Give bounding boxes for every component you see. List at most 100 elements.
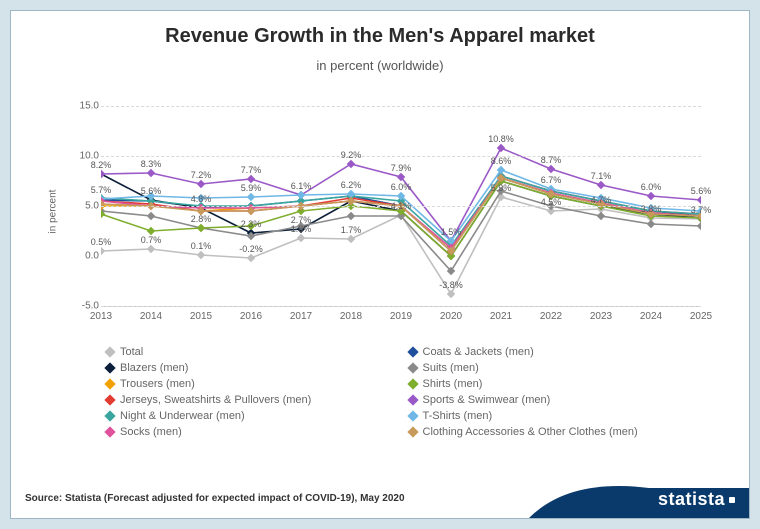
footer-ribbon: statista [529,478,749,518]
legend-marker-icon [104,394,115,405]
x-tick-label: 2013 [90,311,112,322]
legend-marker-icon [104,426,115,437]
data-label: -3.8% [439,280,463,290]
legend-item: Sports & Swimwear (men) [409,394,707,406]
legend-item: T-Shirts (men) [409,410,707,422]
data-label: 8.7% [541,155,562,165]
series-marker [647,192,655,200]
chart-panel: Revenue Growth in the Men's Apparel mark… [10,10,750,519]
data-label: 6.0% [641,182,662,192]
legend-marker-icon [104,378,115,389]
legend-item: Coats & Jackets (men) [409,346,707,358]
legend-label: Blazers (men) [120,362,188,374]
x-tick-label: 2021 [490,311,512,322]
data-label: 0.7% [141,235,162,245]
legend-marker-icon [407,410,418,421]
legend-marker-icon [407,394,418,405]
data-label: 5.9% [491,183,512,193]
series-marker [597,181,605,189]
data-label: -0.2% [239,244,263,254]
y-tick-label: 10.0 [69,151,99,162]
series-marker [347,160,355,168]
legend-label: Suits (men) [423,362,479,374]
source-text: Source: Statista (Forecast adjusted for … [25,493,405,504]
y-tick-label: 5.0 [69,201,99,212]
data-label: 9.2% [341,150,362,160]
data-label: 8.2% [91,160,112,170]
y-axis-label: in percent [47,190,58,234]
legend-label: Coats & Jackets (men) [423,346,534,358]
data-label: 7.9% [391,163,412,173]
series-marker [147,169,155,177]
legend-label: Trousers (men) [120,378,195,390]
brand-dot-icon [729,497,735,503]
x-tick-label: 2022 [540,311,562,322]
data-label: 5.7% [91,185,112,195]
y-tick-label: -5.0 [69,301,99,312]
series-marker [297,234,305,242]
data-label: 2.3% [241,219,262,229]
y-tick-label: 15.0 [69,101,99,112]
series-marker [147,227,155,235]
x-tick-label: 2020 [440,311,462,322]
data-label: 1.5% [441,227,462,237]
series-marker [697,196,701,204]
data-label: 1.7% [341,225,362,235]
series-marker [197,251,205,259]
series-marker [101,170,105,178]
series-marker [347,212,355,220]
series-marker [197,224,205,232]
legend: Total Coats & Jackets (men) Blazers (men) S… [106,346,706,438]
data-label: 6.0% [391,182,412,192]
data-label: 5.9% [241,183,262,193]
legend-item: Socks (men) [106,426,404,438]
series-marker [547,165,555,173]
data-label: 5.6% [691,186,712,196]
data-label: 7.2% [191,170,212,180]
data-label: 0.1% [191,241,212,251]
legend-item: Suits (men) [409,362,707,374]
series-marker [247,254,255,262]
outer-frame: Revenue Growth in the Men's Apparel mark… [0,0,760,529]
legend-item: Shirts (men) [409,378,707,390]
series-marker [297,191,305,199]
data-label: 3.8% [641,204,662,214]
chart-subtitle: in percent (worldwide) [11,58,749,73]
chart-area: in percent 8.2%5.7%0.5%8.3%5.6%0.7%7.2%4… [71,106,711,326]
series-marker [497,144,505,152]
x-tick-label: 2024 [640,311,662,322]
x-tick-label: 2023 [590,311,612,322]
plot-region: 8.2%5.7%0.5%8.3%5.6%0.7%7.2%4.8%2.8%0.1%… [101,106,701,307]
gridline [101,156,701,157]
legend-marker-icon [104,362,115,373]
x-tick-label: 2016 [240,311,262,322]
series-marker [447,290,455,298]
legend-marker-icon [104,346,115,357]
legend-label: Jerseys, Sweatshirts & Pullovers (men) [120,394,311,406]
legend-marker-icon [407,378,418,389]
series-marker [347,235,355,243]
x-tick-label: 2017 [290,311,312,322]
data-label: 4.8% [191,194,212,204]
legend-label: Shirts (men) [423,378,483,390]
series-marker [147,245,155,253]
x-tick-label: 2025 [690,311,712,322]
legend-label: Sports & Swimwear (men) [423,394,551,406]
series-marker [247,193,255,201]
legend-marker-icon [407,426,418,437]
legend-item: Jerseys, Sweatshirts & Pullovers (men) [106,394,404,406]
chart-title: Revenue Growth in the Men's Apparel mark… [11,25,749,48]
legend-label: Clothing Accessories & Other Clothes (me… [423,426,638,438]
legend-label: Total [120,346,143,358]
legend-label: T-Shirts (men) [423,410,493,422]
data-label: 0.5% [91,237,112,247]
data-label: 6.2% [341,180,362,190]
data-label: 7.1% [591,171,612,181]
series-marker [697,222,701,230]
data-label: 6.1% [291,181,312,191]
series-marker [147,212,155,220]
legend-item: Blazers (men) [106,362,404,374]
data-label: 1.8% [291,224,312,234]
y-tick-label: 0.0 [69,251,99,262]
series-marker [197,180,205,188]
